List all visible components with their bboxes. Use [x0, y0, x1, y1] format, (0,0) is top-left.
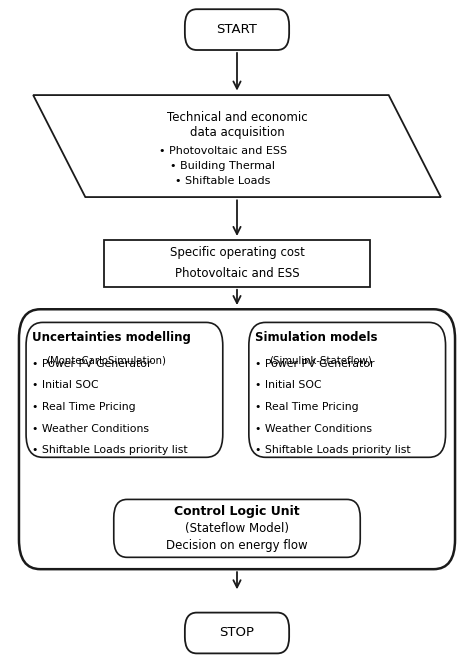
FancyBboxPatch shape [114, 499, 360, 557]
Text: • Shiftable Loads: • Shiftable Loads [175, 176, 271, 186]
Text: • Building Thermal: • Building Thermal [170, 161, 275, 171]
Text: • Initial SOC: • Initial SOC [255, 380, 322, 390]
Text: • Weather Conditions: • Weather Conditions [255, 424, 372, 434]
Text: • Power PV Generator: • Power PV Generator [32, 359, 152, 368]
Text: Specific operating cost: Specific operating cost [170, 246, 304, 259]
FancyBboxPatch shape [249, 322, 446, 457]
Text: • Shiftable Loads priority list: • Shiftable Loads priority list [255, 445, 410, 455]
FancyBboxPatch shape [104, 240, 370, 287]
Text: Photovoltaic and ESS: Photovoltaic and ESS [175, 267, 299, 280]
Text: • Shiftable Loads priority list: • Shiftable Loads priority list [32, 445, 188, 455]
FancyBboxPatch shape [185, 9, 289, 50]
Text: • Photovoltaic and ESS: • Photovoltaic and ESS [159, 145, 287, 156]
Text: Uncertainties modelling: Uncertainties modelling [32, 331, 191, 344]
FancyBboxPatch shape [185, 613, 289, 653]
Text: • Initial SOC: • Initial SOC [32, 380, 99, 390]
Text: • Weather Conditions: • Weather Conditions [32, 424, 149, 434]
FancyBboxPatch shape [26, 322, 223, 457]
FancyBboxPatch shape [19, 309, 455, 569]
Text: START: START [217, 23, 257, 36]
Text: • Real Time Pricing: • Real Time Pricing [32, 402, 136, 412]
Text: STOP: STOP [219, 626, 255, 640]
Text: • Real Time Pricing: • Real Time Pricing [255, 402, 359, 412]
Polygon shape [33, 95, 441, 197]
Text: • Power PV Generator: • Power PV Generator [255, 359, 374, 368]
Text: Simulation models: Simulation models [255, 331, 377, 344]
Text: data acquisition: data acquisition [190, 126, 284, 139]
Text: (Simulink-Stateflow): (Simulink-Stateflow) [269, 356, 372, 366]
Text: Technical and economic: Technical and economic [167, 111, 307, 124]
Text: Control Logic Unit: Control Logic Unit [174, 505, 300, 518]
Text: Decision on energy flow: Decision on energy flow [166, 539, 308, 552]
Text: (Stateflow Model): (Stateflow Model) [185, 522, 289, 535]
Text: (MonteCarloSimulation): (MonteCarloSimulation) [46, 356, 166, 366]
